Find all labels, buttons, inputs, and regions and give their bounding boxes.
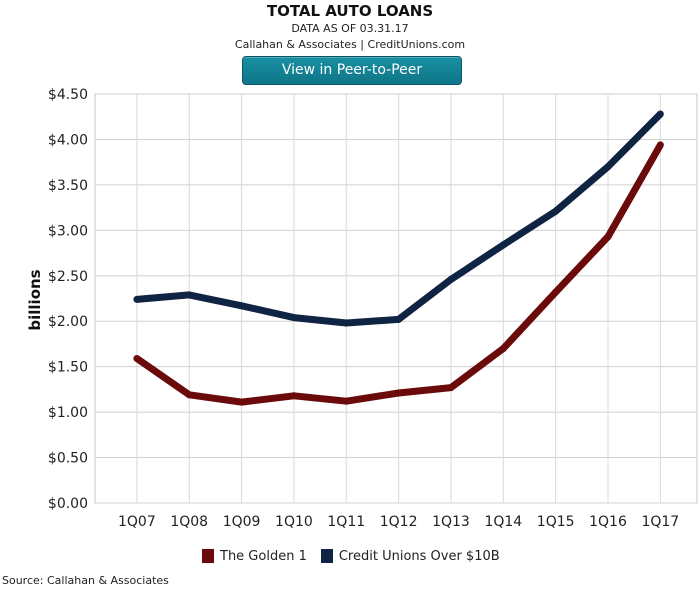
data-point[interactable] <box>238 302 246 310</box>
y-tick-label: $1.00 <box>48 405 88 421</box>
y-tick-label: $4.50 <box>48 87 88 103</box>
x-tick-label: 1Q09 <box>223 514 261 530</box>
x-tick-label: 1Q17 <box>641 514 679 530</box>
legend-label-over10b: Credit Unions Over $10B <box>338 548 500 564</box>
y-axis-ticks: $0.00 $0.50 $1.00 $1.50 $2.00 $2.50 $3.00 $3.50… <box>48 87 88 512</box>
x-tick-label: 1Q12 <box>380 514 418 530</box>
y-tick-label: $3.50 <box>48 178 88 194</box>
data-point[interactable] <box>185 391 193 399</box>
x-tick-label: 1Q16 <box>589 514 627 530</box>
legend-item-golden1[interactable]: The Golden 1 <box>202 549 307 564</box>
data-point[interactable] <box>604 163 612 171</box>
data-point[interactable] <box>552 288 560 296</box>
y-tick-label: $1.50 <box>48 360 88 376</box>
data-point[interactable] <box>290 392 298 400</box>
x-tick-label: 1Q07 <box>118 514 156 530</box>
legend-item-over10b[interactable]: Credit Unions Over $10B <box>320 548 500 564</box>
data-point[interactable] <box>342 319 350 327</box>
y-tick-label: $0.00 <box>48 496 88 512</box>
data-point[interactable] <box>656 110 664 118</box>
source-note: Source: Callahan & Associates <box>2 574 169 587</box>
y-tick-label: $2.00 <box>48 314 88 330</box>
x-tick-label: 1Q15 <box>537 514 575 530</box>
data-point[interactable] <box>395 315 403 323</box>
data-point[interactable] <box>447 275 455 283</box>
data-date-line: DATA AS OF 03.31.17 <box>291 22 409 35</box>
y-axis-label: billions <box>26 269 44 330</box>
y-tick-label: $3.00 <box>48 223 88 239</box>
x-tick-label: 1Q08 <box>170 514 208 530</box>
legend-swatch-over10b <box>320 549 333 563</box>
data-point[interactable] <box>238 398 246 406</box>
series-lines <box>133 110 664 406</box>
data-point[interactable] <box>133 354 141 362</box>
chart-title: TOTAL AUTO LOANS <box>266 2 434 20</box>
data-point[interactable] <box>552 207 560 215</box>
chart-legend: The Golden 1 Credit Unions Over $10B <box>202 547 514 565</box>
legend-label-golden1: The Golden 1 <box>220 548 307 564</box>
x-axis-ticks: 1Q07 1Q08 1Q09 1Q10 1Q11 1Q12 1Q13 1Q14 1Q15 1Q16… <box>118 514 679 530</box>
data-point[interactable] <box>447 384 455 392</box>
x-tick-label: 1Q11 <box>327 514 365 530</box>
data-point[interactable] <box>499 344 507 352</box>
line-chart: $0.00 $0.50 $1.00 $1.50 $2.00 $2.50 $3.00 $3.50… <box>26 87 698 530</box>
y-tick-label: $4.00 <box>48 132 88 148</box>
data-point[interactable] <box>604 233 612 241</box>
credit-line: Callahan & Associates | CreditUnions.com <box>234 38 466 51</box>
y-tick-label: $2.50 <box>48 269 88 285</box>
data-point[interactable] <box>395 389 403 397</box>
data-point[interactable] <box>342 397 350 405</box>
x-tick-label: 1Q10 <box>275 514 313 530</box>
x-tick-label: 1Q14 <box>484 514 522 530</box>
data-point[interactable] <box>133 295 141 303</box>
x-tick-label: 1Q13 <box>432 514 470 530</box>
data-point[interactable] <box>499 241 507 249</box>
legend-swatch-golden1 <box>202 549 214 563</box>
view-in-peer-to-peer-button[interactable]: View in Peer-to-Peer <box>242 56 462 85</box>
data-point[interactable] <box>656 141 664 149</box>
data-point[interactable] <box>185 291 193 299</box>
y-tick-label: $0.50 <box>48 451 88 467</box>
data-point[interactable] <box>290 314 298 322</box>
